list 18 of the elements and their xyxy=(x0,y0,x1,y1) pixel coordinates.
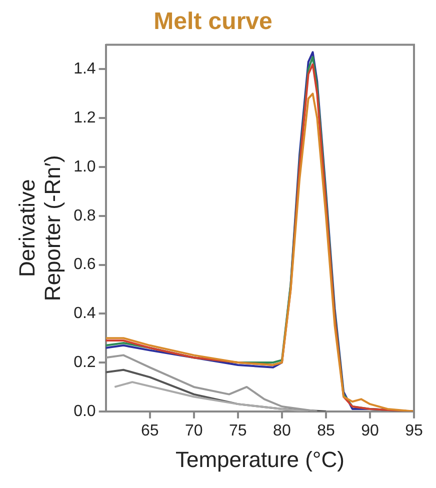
y-tick-label: 0.8 xyxy=(74,207,96,224)
x-tick-label: 80 xyxy=(273,422,291,440)
y-tick-label: 0.6 xyxy=(74,256,96,274)
y-tick-label: 0.2 xyxy=(74,354,96,371)
y-axis-title: Derivative Reporter (-Rn′) xyxy=(14,155,66,302)
y-tick-label: 1.0 xyxy=(74,158,96,176)
x-axis-title: Temperature (°C) xyxy=(175,446,344,472)
y-tick-label: 1.4 xyxy=(74,60,96,78)
x-tick-label: 90 xyxy=(361,422,379,440)
x-tick-label: 75 xyxy=(229,422,247,440)
x-tick-label: 65 xyxy=(140,422,159,440)
y-tick-label: 0.0 xyxy=(74,402,96,420)
y-tick-label: 1.2 xyxy=(74,110,96,127)
x-tick-label: 95 xyxy=(405,422,423,440)
x-tick-label: 85 xyxy=(317,422,335,440)
chart-title: Melt curve xyxy=(154,8,272,36)
y-tick-label: 0.4 xyxy=(74,305,96,322)
x-tick-label: 70 xyxy=(184,422,203,440)
